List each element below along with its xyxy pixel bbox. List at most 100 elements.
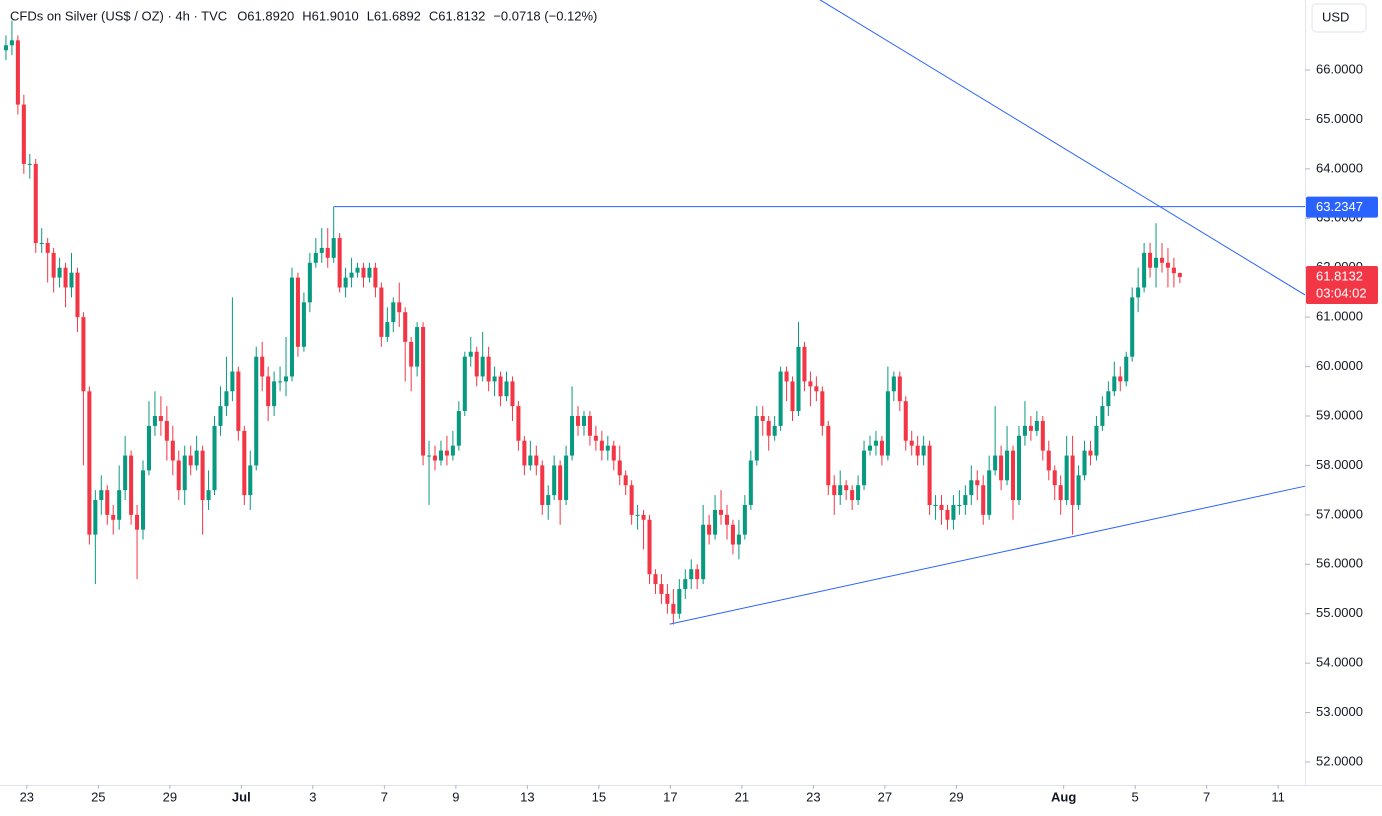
candle-body <box>915 445 920 456</box>
candle-body <box>891 376 896 392</box>
candle-body <box>87 391 92 535</box>
candle-body <box>808 381 813 387</box>
x-tick-label: Jul <box>232 789 251 804</box>
ohlc-legend-item: H61.9010 <box>302 8 358 23</box>
candle-body <box>480 356 485 377</box>
candle-body <box>158 416 163 421</box>
candle-body <box>337 238 342 288</box>
candle-body <box>188 455 193 466</box>
candle-body <box>1130 297 1135 357</box>
trend-line <box>819 0 1306 296</box>
candle-body <box>677 589 682 614</box>
candle-body <box>421 327 426 456</box>
candle-body <box>152 416 157 426</box>
last-price-label: 61.8132 <box>1316 268 1363 283</box>
candle-body <box>516 406 521 441</box>
candle-body <box>850 490 855 501</box>
candle-body <box>349 272 354 278</box>
candle-body <box>1154 257 1159 268</box>
candle-body <box>719 509 724 515</box>
candle-body <box>939 504 944 510</box>
candle-body <box>444 450 449 456</box>
candle-body <box>951 504 956 520</box>
candle-body <box>593 435 598 441</box>
candle-body <box>1100 406 1105 426</box>
candle-body <box>605 445 610 451</box>
candle-body <box>57 267 62 278</box>
candle-body <box>415 327 420 367</box>
candle-body <box>242 430 247 496</box>
candle-body <box>123 455 128 491</box>
x-tick-label: 21 <box>735 789 749 804</box>
candle-body <box>1016 435 1021 501</box>
candle-body <box>462 356 467 412</box>
header: CFDs on Silver (US$ / OZ) · 4h · TVC O61… <box>10 8 597 23</box>
x-tick-label: 5 <box>1132 789 1139 804</box>
candle-body <box>1005 450 1010 481</box>
candle-body <box>1171 267 1176 274</box>
candle-body <box>284 376 289 382</box>
currency-button[interactable] <box>1311 3 1367 33</box>
candle-body <box>236 371 241 431</box>
candle-body <box>307 262 312 303</box>
candle-body <box>361 267 366 278</box>
level-label: 63.2347 <box>1316 199 1363 214</box>
candle-body <box>999 455 1004 481</box>
level-label-box <box>1306 196 1378 218</box>
candle-body <box>379 287 384 337</box>
candle-body <box>1142 252 1147 288</box>
y-tick-label: 58.0000 <box>1316 457 1363 472</box>
candle-body <box>862 450 867 486</box>
candle-body <box>93 500 98 535</box>
candle-body <box>611 445 616 461</box>
candle-body <box>397 302 402 313</box>
candle-body <box>736 534 741 545</box>
candle-body <box>873 440 878 446</box>
candle-body <box>522 440 527 466</box>
candle-body <box>295 277 300 347</box>
candle-body <box>39 242 44 244</box>
candle-body <box>957 504 962 506</box>
candle-body <box>486 356 491 382</box>
candle-body <box>879 440 884 456</box>
candle-body <box>701 524 706 580</box>
candle-body <box>492 376 497 382</box>
candle-body <box>278 381 283 383</box>
candle-body <box>754 416 759 461</box>
x-tick-label: 17 <box>663 789 677 804</box>
candle-body <box>474 351 479 377</box>
candle-body <box>903 401 908 441</box>
candle-body <box>75 272 80 318</box>
candle-body <box>838 485 843 496</box>
candle-body <box>778 371 783 426</box>
candle-body <box>325 247 330 258</box>
plot-area <box>3 0 1306 625</box>
x-tick-label: 3 <box>309 789 316 804</box>
candle-body <box>194 450 199 466</box>
candle-body <box>772 425 777 436</box>
x-tick-label: 25 <box>91 789 105 804</box>
trend-line <box>669 485 1306 625</box>
candle-body <box>987 470 992 515</box>
candle-body <box>218 406 223 426</box>
x-tick-label: 11 <box>1271 789 1285 804</box>
candle-body <box>599 440 604 451</box>
candle-body <box>438 450 443 461</box>
candle-body <box>575 416 581 426</box>
candle-body <box>272 381 277 407</box>
ohlc-legend-item: C61.8132 <box>429 8 485 23</box>
candle-body <box>140 470 146 530</box>
candle-body <box>129 455 134 515</box>
candle-body <box>170 440 175 461</box>
candle-body <box>254 356 259 466</box>
candle-body <box>63 267 68 288</box>
candle-body <box>945 509 950 520</box>
candle-body <box>3 45 8 51</box>
candle-body <box>301 302 306 347</box>
candle-body <box>498 376 503 397</box>
candle-body <box>373 267 378 288</box>
candle-body <box>730 524 735 545</box>
currency-label[interactable]: USD <box>1322 9 1349 24</box>
candle-body <box>528 455 533 466</box>
